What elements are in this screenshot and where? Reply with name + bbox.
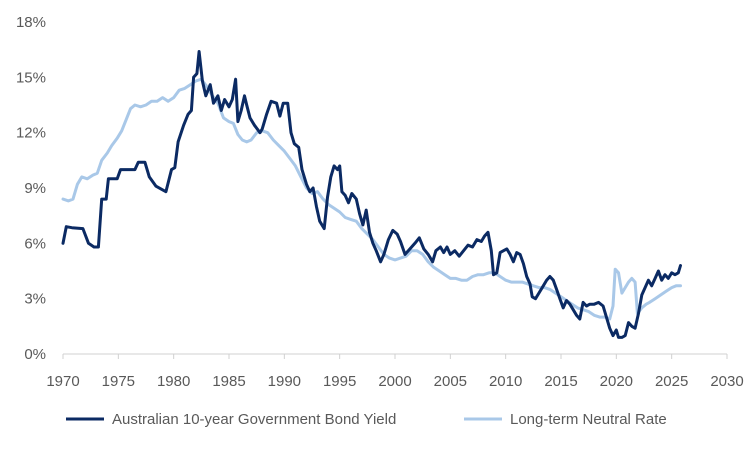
x-tick-label: 1975 — [102, 373, 135, 390]
series-line-bond-yield — [61, 50, 682, 339]
y-tick-label: 12% — [16, 125, 46, 142]
series-lines — [61, 50, 682, 339]
y-tick-label: 9% — [24, 180, 46, 197]
x-tick-label: 1980 — [157, 373, 190, 390]
y-axis-tick-labels: 0% 3% 6% 9% 12% 15% 18% — [16, 14, 46, 363]
x-tick-label: 2005 — [434, 373, 467, 390]
legend-label: Long-term Neutral Rate — [510, 411, 667, 428]
series-line-neutral-rate — [61, 77, 682, 321]
x-tick-label: 2010 — [489, 373, 522, 390]
y-tick-label: 6% — [24, 235, 46, 252]
x-tick-label: 1990 — [268, 373, 301, 390]
x-tick-label: 1995 — [323, 373, 356, 390]
x-axis-tick-labels: 1970 1975 1980 1985 1990 1995 2000 2005 2010 2015… — [46, 373, 743, 390]
y-tick-label: 15% — [16, 69, 46, 86]
x-tick-label: 2015 — [544, 373, 577, 390]
x-tick-label: 2030 — [710, 373, 743, 390]
y-tick-label: 3% — [24, 291, 46, 308]
legend: Australian 10-year Government Bond Yield… — [66, 411, 667, 428]
x-tick-label: 2020 — [600, 373, 633, 390]
x-axis — [62, 353, 728, 359]
x-tick-label: 1985 — [212, 373, 245, 390]
y-tick-label: 18% — [16, 14, 46, 31]
x-tick-label: 2025 — [655, 373, 688, 390]
legend-label: Australian 10-year Government Bond Yield — [112, 411, 396, 428]
x-tick-label: 1970 — [46, 373, 79, 390]
y-tick-label: 0% — [24, 346, 46, 363]
x-tick-label: 2000 — [378, 373, 411, 390]
